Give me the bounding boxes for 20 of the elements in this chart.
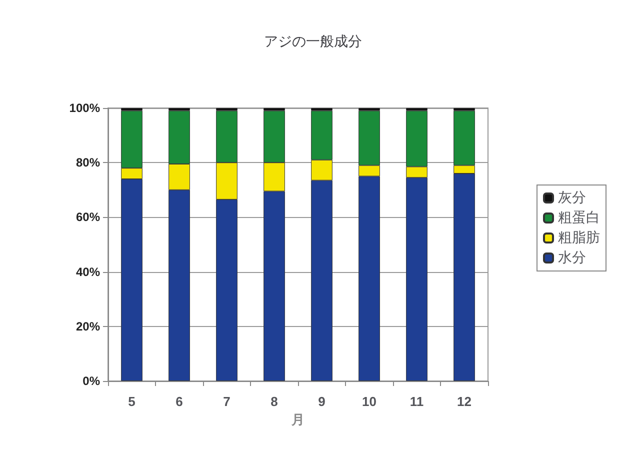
legend-label: 灰分 bbox=[558, 190, 586, 206]
x-tick-label: 5 bbox=[128, 394, 136, 409]
chart-title: アジの一般成分 bbox=[264, 34, 362, 50]
x-tick-label: 12 bbox=[457, 394, 472, 409]
legend-label: 粗蛋白 bbox=[558, 210, 600, 226]
x-tick-label: 10 bbox=[362, 394, 376, 409]
x-tick-label: 9 bbox=[318, 394, 326, 409]
y-tick-label: 100% bbox=[69, 101, 100, 115]
legend-label: 粗脂肪 bbox=[558, 230, 600, 246]
x-tick-label: 7 bbox=[223, 394, 230, 409]
y-tick-label: 20% bbox=[76, 319, 100, 334]
y-tick-label: 40% bbox=[76, 264, 100, 279]
y-tick-label: 0% bbox=[82, 374, 100, 388]
x-tick-label: 11 bbox=[410, 394, 424, 409]
legend-label: 水分 bbox=[558, 250, 586, 266]
x-tick-label: 8 bbox=[270, 394, 278, 409]
y-tick-label: 60% bbox=[76, 210, 100, 224]
y-tick-label: 80% bbox=[76, 156, 100, 170]
x-tick-label: 6 bbox=[176, 394, 183, 409]
x-axis-title: 月 bbox=[290, 412, 304, 427]
